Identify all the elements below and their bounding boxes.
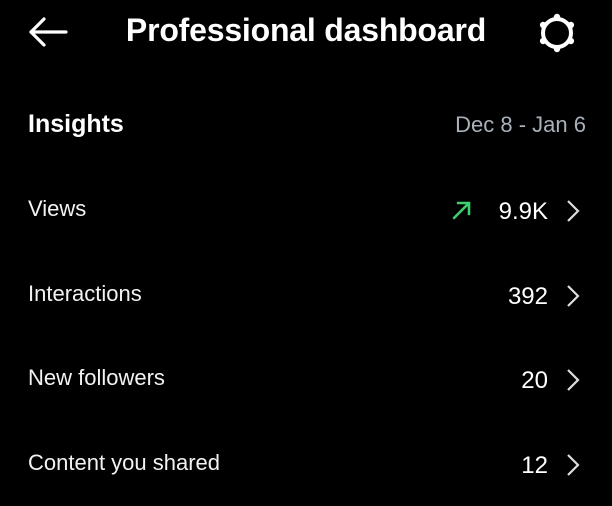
arrow-left-icon	[29, 17, 68, 47]
row-value: 392	[507, 283, 548, 310]
row-value: 20	[521, 367, 548, 394]
back-button[interactable]	[26, 14, 70, 50]
row-value: 9.9K	[498, 198, 548, 225]
new-followers-row[interactable]: New followers 20	[0, 337, 612, 421]
row-value: 12	[521, 452, 548, 479]
content-shared-row[interactable]: Content you shared 12	[0, 422, 612, 506]
interactions-row[interactable]: Interactions 392	[0, 253, 612, 337]
row-label: Content you shared	[28, 450, 221, 475]
chevron-right-icon	[567, 200, 580, 222]
date-range[interactable]: Dec 8 - Jan 6	[455, 112, 586, 137]
row-label: Interactions	[28, 281, 142, 306]
row-label: Views	[28, 196, 87, 221]
insights-heading: Insights	[28, 110, 124, 138]
chevron-right-icon	[567, 285, 580, 307]
chevron-right-icon	[567, 454, 580, 476]
chevron-right-icon	[567, 369, 580, 391]
trend-up-icon	[452, 201, 471, 220]
page-title: Professional dashboard	[125, 12, 487, 48]
row-label: New followers	[28, 365, 165, 390]
settings-button[interactable]	[536, 12, 578, 54]
gear-icon	[539, 13, 575, 53]
views-row[interactable]: Views 9.9K	[0, 168, 612, 252]
